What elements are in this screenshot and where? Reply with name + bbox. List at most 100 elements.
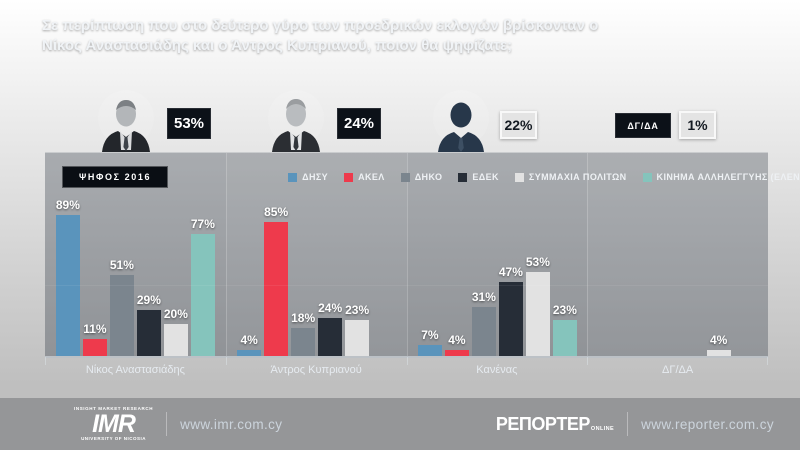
bar-value-label: 77% [190, 217, 215, 232]
bar-slot: 31% [470, 290, 497, 356]
imr-logo-top-text: INSIGHT MARKET RESEARCH [74, 406, 154, 411]
bar [345, 319, 370, 356]
category-labels: Νίκος Αναστασιάδης Άντρος Κυπριανού Κανένα… [45, 364, 768, 376]
bar-slot: 4% [443, 333, 470, 356]
bar-slot: 18% [290, 311, 317, 356]
bar-value-label: 4% [240, 332, 258, 347]
vote-2016-badge: ΨΗΦΟΣ 2016 [62, 166, 169, 188]
category-label: Κανένας [476, 364, 518, 376]
category-label: ΔΓ/ΔΑ [662, 364, 694, 376]
footer-divider [627, 412, 629, 436]
bar-slot: 53% [524, 255, 551, 356]
reporter-url: www.reporter.com.cy [641, 416, 774, 432]
bar [163, 324, 188, 356]
imr-brand: INSIGHT MARKET RESEARCH IMR UNIVERSITY O… [74, 406, 283, 441]
candidate-1-score-badge: 53% [167, 108, 211, 139]
bar [190, 234, 215, 356]
legend-swatch-icon [458, 172, 468, 182]
axis-tick [406, 357, 408, 365]
dgda-label-badge: ΔΓ/ΔΑ [615, 113, 671, 138]
legend-item: ΣΥΜΜΑΧΙΑ ΠΟΛΙΤΩΝ [514, 172, 627, 182]
bar-group: 7% 4% 31% 47% 53% 23% [406, 153, 588, 356]
bar-value-label: 85% [264, 204, 289, 219]
bar [318, 318, 343, 356]
dgda-label: ΔΓ/ΔΑ [627, 120, 659, 131]
candidate-2-score-badge: 24% [337, 108, 381, 139]
bar-slot: 11% [81, 322, 108, 356]
bar-slot: 23% [344, 303, 371, 356]
legend-item: ΔΗΣΥ [288, 172, 328, 182]
male-portrait-icon [102, 100, 150, 152]
plot-area: 89% 11% 51% 29% 20% 77% 4% 85% 18% 24% 23% 7% 4% 31% 4… [45, 153, 768, 356]
bar-value-label: 51% [109, 258, 134, 273]
bar [109, 275, 134, 356]
reporter-logo: ΡΕΠΟΡΤΕΡ ONLINE [496, 414, 614, 435]
axis-tick [45, 357, 46, 365]
bar-slot: 24% [317, 301, 344, 356]
nobody-avatar [429, 90, 493, 152]
legend-items: ΔΗΣΥ ΑΚΕΛ ΔΗΚΟ ΕΔΕΚ ΣΥΜΜΑΧΙΑ ΠΟΛΙΤΩΝ ΚΙΝΗΜΑ Α… [288, 172, 800, 182]
bar [264, 221, 289, 356]
bar [136, 310, 161, 356]
reporter-brand: ΡΕΠΟΡΤΕΡ ONLINE www.reporter.com.cy [496, 412, 774, 436]
bar-slot: 47% [497, 265, 524, 356]
title-line-1: Σε περίπτωση που στο δεύτερο γύρο των πρ… [42, 17, 599, 34]
bar-group: 4% [587, 153, 768, 356]
legend-label: ΣΥΜΜΑΧΙΑ ΠΟΛΙΤΩΝ [528, 172, 627, 182]
bar [417, 344, 442, 356]
bar-slot: 29% [135, 293, 162, 356]
bar [444, 349, 469, 356]
bar-value-label: 7% [421, 327, 439, 342]
legend-swatch-icon [642, 172, 652, 182]
imr-url: www.imr.com.cy [180, 416, 283, 432]
male-portrait-icon [272, 99, 320, 152]
bar-value-label: 20% [163, 307, 188, 322]
bar-slot: 23% [551, 303, 578, 356]
bar-slot: 89% [54, 198, 81, 356]
legend-label: ΕΔΕΚ [472, 172, 499, 182]
category-label: Άντρος Κυπριανού [270, 364, 362, 376]
legend-label: ΔΗΣΥ [302, 172, 329, 182]
reporter-logo-main-text: ΡΕΠΟΡΤΕΡ [495, 413, 591, 434]
category-label: Νίκος Αναστασιάδης [85, 364, 185, 376]
bar-value-label: 4% [709, 332, 728, 347]
bar-slot: 7% [416, 328, 443, 356]
axis-tick [767, 357, 768, 365]
bar-value-label: 18% [291, 310, 316, 325]
bar-group: 89% 11% 51% 29% 20% 77% [45, 153, 226, 356]
bar-slot: 4% [236, 333, 263, 356]
candidate-2-score: 24% [343, 115, 375, 132]
generic-person-icon [438, 102, 484, 152]
footer-divider [166, 412, 168, 436]
reporter-logo-suffix-text: ONLINE [590, 425, 615, 432]
bar [706, 349, 731, 356]
nobody-score: 22% [504, 117, 533, 133]
bar-value-label: 24% [318, 301, 343, 316]
title-line-2: Νίκος Αναστασιάδης και ο Άντρος Κυπριανο… [42, 36, 513, 54]
bar-slot: 51% [108, 258, 135, 356]
legend-swatch-icon [288, 172, 298, 182]
bar-slot: 4% [705, 333, 732, 356]
bar [291, 327, 316, 356]
legend-swatch-icon [514, 172, 524, 182]
legend-swatch-icon [400, 172, 410, 182]
legend-label: ΔΗΚΟ [414, 172, 443, 182]
bar-value-label: 23% [552, 302, 577, 317]
legend-item: ΕΔΕΚ [458, 172, 499, 182]
bar-value-label: 53% [525, 255, 550, 270]
chart-panel: ΨΗΦΟΣ 2016 ΔΗΣΥ ΑΚΕΛ ΔΗΚΟ ΕΔΕΚ ΣΥΜΜΑΧΙΑ ΠΟΛΙ… [45, 152, 800, 365]
footer-bar: INSIGHT MARKET RESEARCH IMR UNIVERSITY O… [0, 398, 800, 450]
bar-slot: 20% [162, 307, 189, 356]
bar-value-label: 89% [55, 198, 80, 213]
bar [82, 338, 107, 356]
axis-tick [587, 357, 589, 365]
legend-item: ΔΗΚΟ [400, 172, 443, 182]
dgda-score-badge: 1% [679, 111, 716, 139]
axis-tick [225, 357, 227, 365]
bar [55, 215, 80, 356]
candidate-1-score: 53% [173, 115, 205, 132]
bar-slot: 85% [263, 205, 290, 356]
imr-logo: INSIGHT MARKET RESEARCH IMR UNIVERSITY O… [74, 406, 154, 441]
bar [237, 349, 262, 356]
